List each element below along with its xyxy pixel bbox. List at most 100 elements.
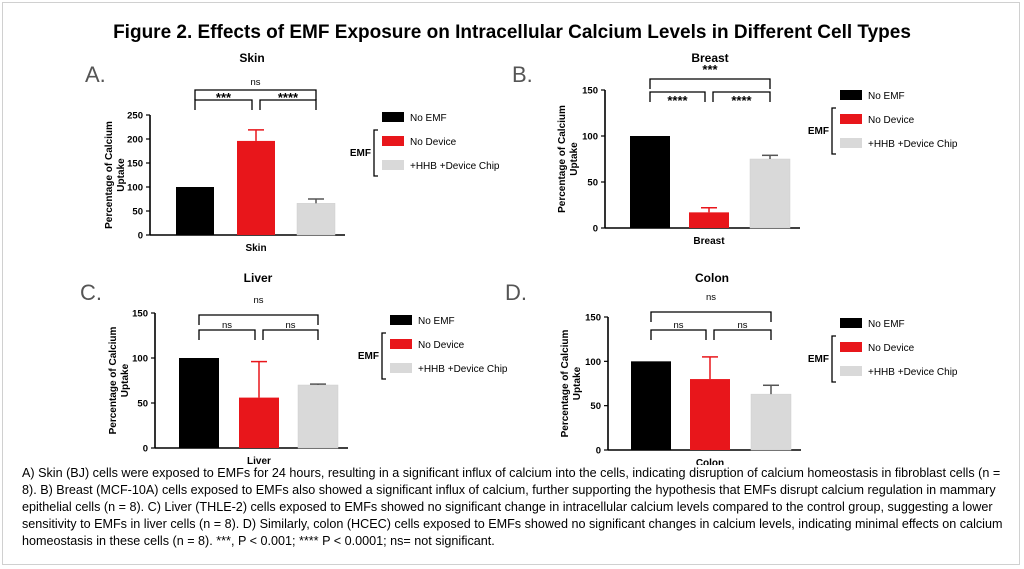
legend-swatch [382, 136, 404, 146]
y-axis-label-line-1: Percentage of Calcium [104, 121, 115, 229]
significance-label: **** [667, 93, 688, 108]
panel-letter: D. [505, 280, 527, 305]
y-tick-label: 100 [585, 357, 601, 368]
legend-label: No Device [410, 137, 457, 148]
panel-letter: A. [85, 62, 106, 87]
significance-bracket [712, 91, 771, 102]
significance-bracket [649, 91, 706, 102]
legend-swatch [840, 138, 862, 148]
x-axis-label: Colon [696, 458, 724, 465]
significance-bracket [713, 329, 772, 340]
bar-hhb-device-chip [749, 158, 791, 229]
legend-group-label: EMF [808, 126, 829, 137]
chart-title: Colon [695, 271, 729, 285]
y-tick-label: 0 [593, 224, 598, 235]
figure-caption: A) Skin (BJ) cells were exposed to EMFs … [22, 466, 1003, 548]
y-tick-label: 50 [587, 178, 598, 189]
legend-swatch [382, 160, 404, 170]
legend-label: +HHB +Device Chip [418, 364, 508, 375]
significance-label: ns [222, 320, 232, 331]
legend-label: No Device [868, 343, 915, 354]
bar-no-emf [630, 136, 670, 228]
legend-label: No EMF [868, 319, 905, 330]
significance-bracket [259, 99, 317, 110]
legend-label: No EMF [868, 91, 905, 102]
y-tick-label: 150 [132, 309, 148, 320]
legend-label: No Device [418, 340, 465, 351]
legend-bracket [831, 107, 836, 155]
legend-label: +HHB +Device Chip [868, 139, 958, 150]
significance-label: ns [706, 292, 716, 303]
bar-hhb-device-chip [750, 393, 792, 451]
legend-label: No Device [868, 115, 915, 126]
significance-bracket [649, 78, 771, 89]
y-tick-label: 0 [143, 444, 148, 455]
y-axis-label-line-2: Uptake [120, 363, 131, 397]
y-tick-label: 200 [127, 135, 143, 146]
legend-swatch [840, 90, 862, 100]
y-tick-label: 50 [137, 399, 148, 410]
legend-label: +HHB +Device Chip [410, 161, 500, 172]
significance-bracket [194, 99, 253, 110]
bar-no-emf [176, 187, 214, 235]
legend-label: +HHB +Device Chip [868, 367, 958, 378]
significance-label: ns [250, 77, 260, 88]
panel-letter: C. [80, 280, 102, 305]
figure-title: Figure 2. Effects of EMF Exposure on Int… [113, 22, 911, 43]
y-tick-label: 150 [127, 159, 143, 170]
x-axis-label: Liver [247, 456, 271, 465]
legend-swatch [840, 342, 862, 352]
y-axis-label-line-2: Uptake [116, 158, 127, 192]
bar-no-device [689, 212, 729, 228]
y-tick-label: 150 [585, 313, 601, 324]
significance-bracket [650, 311, 772, 322]
y-axis-label-line-2: Uptake [569, 142, 580, 176]
bar-no-emf [631, 361, 671, 450]
significance-label: *** [216, 90, 232, 105]
legend-label: No EMF [410, 113, 447, 124]
legend-group-label: EMF [358, 351, 379, 362]
y-axis-label-line-1: Percentage of Calcium [108, 326, 119, 434]
legend-group-label: EMF [350, 148, 371, 159]
y-axis-label-line-1: Percentage of Calcium [557, 105, 568, 213]
significance-label: **** [731, 93, 752, 108]
legend-swatch [840, 318, 862, 328]
bar-hhb-device-chip [296, 203, 336, 236]
y-axis-label-line-1: Percentage of Calcium [560, 329, 571, 437]
y-tick-label: 100 [127, 183, 143, 194]
legend-swatch [840, 114, 862, 124]
y-tick-label: 150 [582, 86, 598, 97]
significance-label: ns [253, 295, 263, 306]
significance-bracket [650, 329, 707, 340]
legend-swatch [382, 112, 404, 122]
legend-swatch [390, 363, 412, 373]
y-tick-label: 100 [132, 354, 148, 365]
bar-hhb-device-chip [297, 384, 339, 449]
chart-title: Breast [691, 51, 728, 65]
panel-letter: B. [512, 62, 533, 87]
legend-bracket [373, 129, 378, 177]
significance-bracket [198, 329, 256, 340]
chart-title: Skin [239, 51, 264, 65]
significance-label: **** [278, 90, 299, 105]
significance-bracket [194, 89, 317, 100]
x-axis-label: Breast [693, 236, 725, 247]
chart-title: Liver [244, 271, 273, 285]
y-tick-label: 50 [590, 401, 601, 412]
legend-bracket [831, 335, 836, 383]
bar-no-device [239, 397, 279, 448]
x-axis-label: Skin [245, 243, 266, 254]
bar-no-device [237, 140, 275, 235]
significance-bracket [198, 314, 319, 325]
significance-bracket [262, 329, 319, 340]
significance-label: ns [285, 320, 295, 331]
y-axis-label-line-2: Uptake [572, 366, 583, 400]
y-tick-label: 0 [138, 231, 143, 242]
legend-bracket [381, 332, 386, 380]
y-tick-label: 50 [132, 207, 143, 218]
legend-swatch [390, 315, 412, 325]
y-tick-label: 250 [127, 111, 143, 122]
significance-label: ns [673, 320, 683, 331]
